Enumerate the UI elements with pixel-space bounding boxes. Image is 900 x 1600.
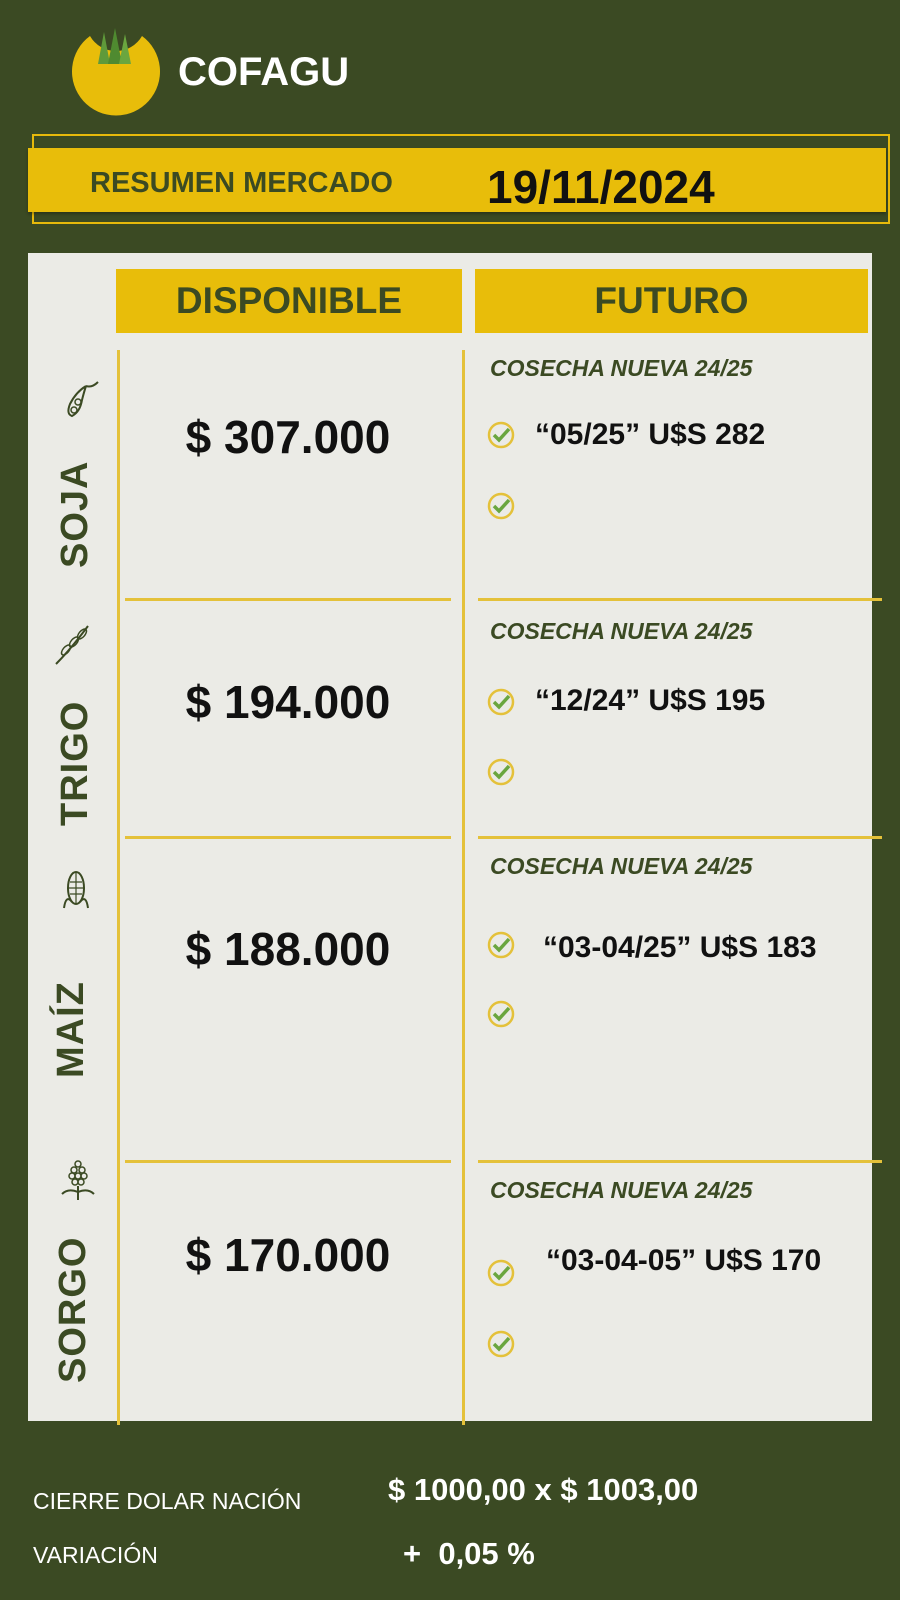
check-icon xyxy=(487,931,515,959)
price-soja: $ 307.000 xyxy=(185,411,391,463)
row-divider xyxy=(125,1160,451,1163)
check-icon xyxy=(487,1000,515,1028)
corn-icon xyxy=(63,871,89,909)
crop-label-maiz: MAÍZ xyxy=(50,981,92,1078)
wheat-icon xyxy=(55,625,89,665)
soybean-icon xyxy=(67,381,99,418)
price-trigo: $ 194.000 xyxy=(185,676,391,728)
dolar-value: $ 1000,00 x $ 1003,00 xyxy=(388,1472,699,1507)
crop-label-trigo: TRIGO xyxy=(54,700,96,826)
title-bar xyxy=(28,148,886,212)
cosecha-label: COSECHA NUEVA 24/25 xyxy=(490,355,753,381)
check-icon xyxy=(487,1259,515,1287)
row-divider xyxy=(125,598,451,601)
check-icon xyxy=(487,688,515,716)
column-header-disponible: DISPONIBLE xyxy=(116,269,462,333)
dolar-label: CIERRE DOLAR NACIÓN xyxy=(33,1488,302,1514)
check-icon xyxy=(487,1330,515,1358)
cosecha-label: COSECHA NUEVA 24/25 xyxy=(490,1177,753,1203)
report-date: 19/11/2024 xyxy=(487,161,715,213)
sorghum-icon xyxy=(61,1160,95,1200)
cosecha-label: COSECHA NUEVA 24/25 xyxy=(490,853,753,879)
cofagu-logo xyxy=(72,28,160,116)
column-divider xyxy=(117,350,120,1425)
column-header-futuro: FUTURO xyxy=(475,269,868,333)
check-icon xyxy=(487,421,515,449)
brand-name: COFAGU xyxy=(178,50,350,94)
column-divider xyxy=(462,350,465,1425)
row-divider xyxy=(478,1160,882,1163)
row-divider xyxy=(125,836,451,839)
variacion-label: VARIACIÓN xyxy=(33,1542,158,1568)
check-icon xyxy=(487,492,515,520)
cosecha-label: COSECHA NUEVA 24/25 xyxy=(490,618,753,644)
check-icon xyxy=(487,758,515,786)
crop-label-sorgo: SORGO xyxy=(52,1236,94,1383)
future-quote: “05/25” U$S 282 xyxy=(535,418,766,451)
future-quote: “03-04-05” U$S 170 xyxy=(546,1244,822,1277)
row-divider xyxy=(478,836,882,839)
page-title: RESUMEN MERCADO xyxy=(90,167,393,199)
crop-label-soja: SOJA xyxy=(54,460,96,568)
price-maiz: $ 188.000 xyxy=(185,923,391,975)
price-sorgo: $ 170.000 xyxy=(185,1229,391,1281)
variacion-value: + 0,05 % xyxy=(403,1536,535,1571)
future-quote: “03-04/25” U$S 183 xyxy=(543,931,817,964)
future-quote: “12/24” U$S 195 xyxy=(535,684,766,717)
row-divider xyxy=(478,598,882,601)
